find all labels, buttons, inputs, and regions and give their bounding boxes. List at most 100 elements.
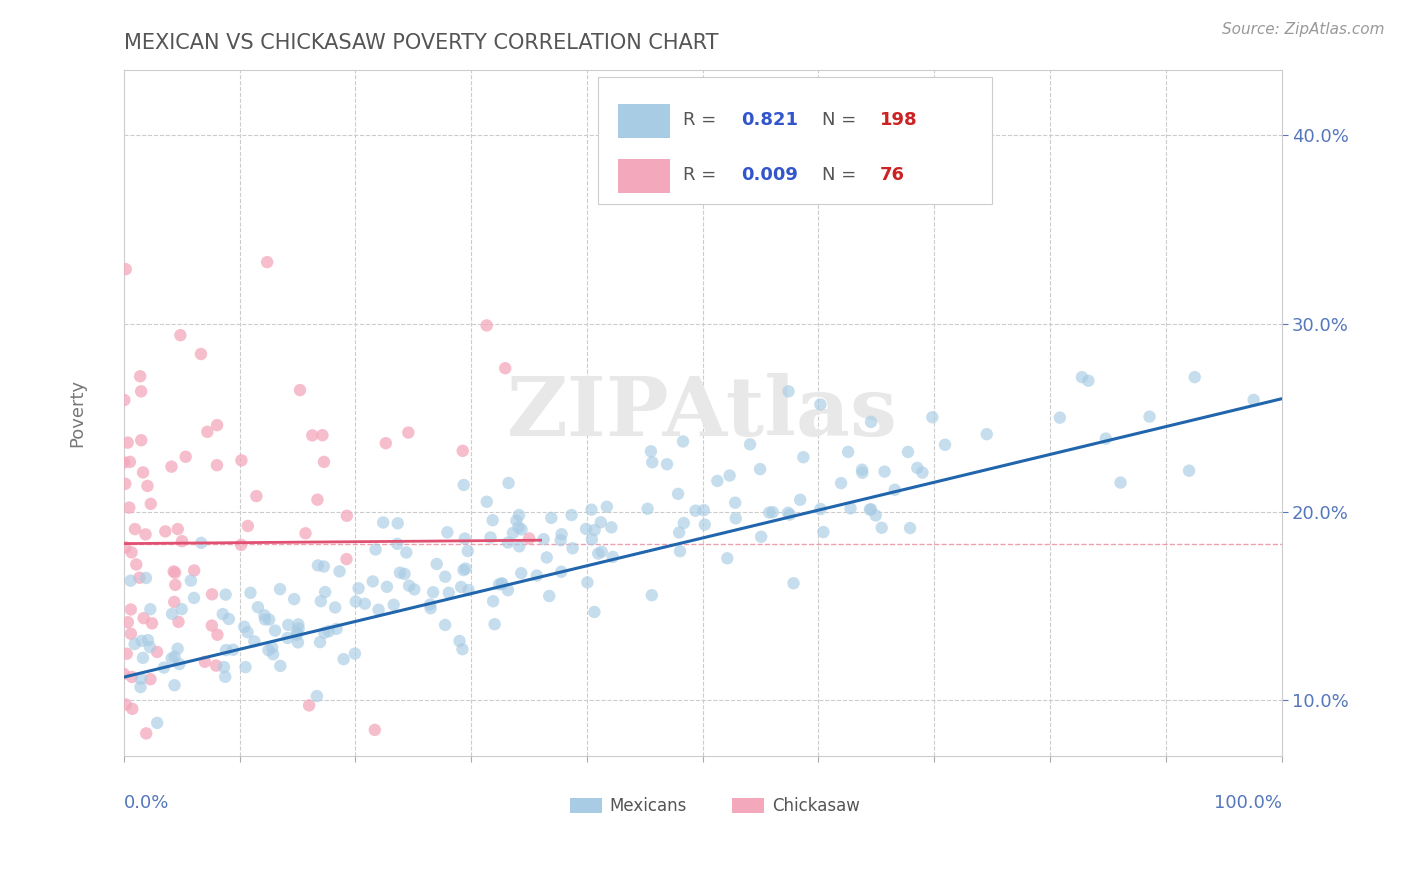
Point: [139, 602, 162, 616]
Point: [1109, 475, 1132, 490]
Point: [716, 551, 738, 566]
Point: [367, 603, 389, 617]
Point: [205, 458, 228, 473]
Point: [329, 565, 352, 579]
Point: [591, 545, 613, 559]
Point: [457, 582, 479, 597]
Point: [851, 463, 873, 477]
Point: [510, 523, 533, 537]
Point: [491, 576, 513, 591]
Point: [183, 563, 205, 577]
Point: [738, 437, 761, 451]
Text: 0.0%: 0.0%: [124, 794, 169, 812]
Point: [165, 578, 187, 592]
Point: [1077, 374, 1099, 388]
Point: [450, 580, 472, 594]
Point: [155, 524, 177, 539]
Point: [160, 607, 183, 621]
Point: [190, 347, 212, 361]
Text: 0.821: 0.821: [741, 111, 797, 128]
FancyBboxPatch shape: [599, 77, 993, 203]
Point: [976, 427, 998, 442]
Point: [344, 594, 367, 608]
Point: [117, 615, 139, 630]
Point: [332, 652, 354, 666]
Point: [655, 457, 678, 471]
Point: [288, 383, 311, 397]
Point: [136, 479, 159, 493]
Point: [112, 455, 135, 469]
Point: [309, 594, 332, 608]
Point: [129, 369, 152, 384]
Point: [475, 495, 498, 509]
Point: [837, 445, 859, 459]
Point: [262, 640, 284, 655]
Point: [672, 434, 695, 449]
Point: [132, 466, 155, 480]
Point: [266, 793, 288, 807]
Point: [508, 539, 530, 553]
Point: [218, 612, 240, 626]
Point: [121, 670, 143, 684]
Point: [640, 444, 662, 458]
Point: [373, 516, 395, 530]
Point: [491, 577, 513, 591]
Point: [347, 582, 370, 596]
Point: [685, 504, 707, 518]
Point: [434, 618, 457, 632]
Point: [112, 392, 135, 407]
Point: [246, 600, 269, 615]
Point: [779, 508, 801, 522]
Point: [905, 461, 928, 475]
Bar: [619, 104, 671, 138]
Point: [494, 361, 516, 376]
Point: [163, 595, 186, 609]
Point: [873, 465, 896, 479]
Point: [496, 535, 519, 549]
Point: [395, 545, 418, 559]
Point: [508, 508, 530, 522]
Point: [314, 585, 336, 599]
Point: [174, 450, 197, 464]
Point: [426, 557, 449, 571]
Point: [239, 586, 262, 600]
Point: [898, 521, 921, 535]
Point: [124, 522, 146, 536]
Point: [897, 445, 920, 459]
Point: [666, 487, 689, 501]
Point: [496, 583, 519, 598]
Point: [201, 618, 224, 632]
Point: [129, 680, 152, 694]
Point: [422, 585, 444, 599]
Point: [1184, 370, 1206, 384]
Text: 100.0%: 100.0%: [1213, 794, 1281, 812]
Point: [236, 625, 259, 640]
Point: [419, 598, 441, 612]
Point: [1139, 409, 1161, 424]
Point: [451, 642, 474, 657]
Point: [229, 538, 252, 552]
Point: [758, 506, 780, 520]
Point: [114, 541, 136, 555]
Point: [669, 544, 692, 558]
Point: [398, 579, 420, 593]
Point: [135, 726, 157, 740]
Point: [287, 635, 309, 649]
Point: [318, 624, 340, 639]
Point: [481, 513, 503, 527]
Point: [135, 571, 157, 585]
Point: [211, 607, 233, 621]
Point: [245, 489, 267, 503]
Point: [166, 522, 188, 536]
Point: [361, 574, 384, 589]
Point: [163, 678, 186, 692]
Point: [114, 476, 136, 491]
Point: [121, 545, 143, 559]
Point: [312, 455, 335, 469]
Point: [451, 443, 474, 458]
Point: [502, 525, 524, 540]
Point: [374, 436, 396, 450]
Point: [132, 611, 155, 625]
Point: [575, 522, 598, 536]
Point: [294, 526, 316, 541]
